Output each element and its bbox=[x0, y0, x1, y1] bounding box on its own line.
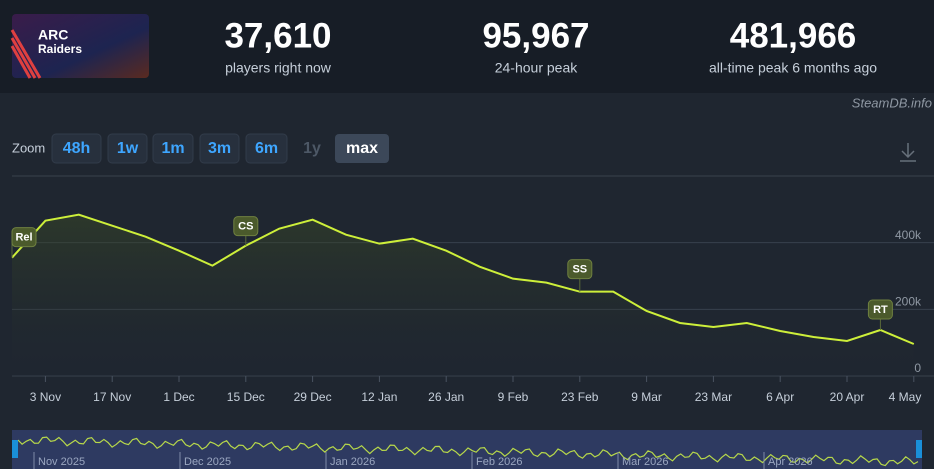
annotation-label[interactable]: RT bbox=[873, 304, 888, 316]
header-bg bbox=[0, 0, 934, 93]
annotation-label[interactable]: CS bbox=[238, 221, 253, 233]
zoom-option[interactable]: max bbox=[346, 140, 378, 157]
zoom-label: Zoom bbox=[12, 140, 45, 155]
navigator-line bbox=[17, 436, 919, 467]
x-tick-label: 3 Nov bbox=[30, 390, 61, 404]
x-tick-label: 23 Mar bbox=[695, 390, 732, 404]
logo-stripes bbox=[10, 29, 42, 79]
stat-label: all-time peak 6 months ago bbox=[709, 60, 877, 76]
annotation-flag[interactable] bbox=[11, 227, 37, 248]
x-tick-label: 12 Jan bbox=[361, 390, 397, 404]
zoom-option[interactable]: 6m bbox=[255, 140, 278, 157]
stat-value: 37,610 bbox=[224, 16, 331, 55]
x-tick-label: 26 Jan bbox=[428, 390, 464, 404]
navigator-handle[interactable] bbox=[916, 440, 922, 458]
y-tick-label: 400k bbox=[895, 228, 922, 242]
stat-label: 24-hour peak bbox=[495, 60, 579, 76]
y-tick-label: 0 bbox=[914, 361, 921, 375]
zoom-option[interactable]: 1y bbox=[303, 140, 321, 157]
navigator-label: Nov 2025 bbox=[38, 456, 85, 468]
area bbox=[12, 214, 914, 376]
x-tick-label: 17 Nov bbox=[93, 390, 131, 404]
game-logo bbox=[12, 14, 149, 78]
annotation-flag[interactable] bbox=[867, 299, 893, 320]
x-tick-label: 9 Mar bbox=[631, 390, 662, 404]
annotation-label[interactable]: Rel bbox=[15, 232, 32, 244]
navigator-label: Apr 2026 bbox=[768, 456, 813, 468]
download-icon[interactable] bbox=[900, 143, 916, 162]
y-tick-label: 200k bbox=[895, 295, 922, 309]
x-tick-label: 6 Apr bbox=[766, 390, 794, 404]
line bbox=[11, 213, 915, 345]
navigator-handle[interactable] bbox=[12, 440, 18, 458]
x-tick-label: 4 May bbox=[889, 390, 922, 404]
zoom-button[interactable] bbox=[335, 134, 389, 163]
zoom-button[interactable] bbox=[245, 133, 288, 164]
zoom-option[interactable]: 1m bbox=[161, 140, 184, 157]
zoom-button[interactable] bbox=[107, 133, 148, 164]
navigator-label: Jan 2026 bbox=[330, 456, 375, 468]
zoom-option[interactable]: 1w bbox=[117, 140, 139, 157]
zoom-option[interactable]: 48h bbox=[63, 140, 91, 157]
annotation-label[interactable]: SS bbox=[572, 264, 587, 276]
x-tick-label: 1 Dec bbox=[163, 390, 194, 404]
x-tick-label: 20 Apr bbox=[830, 390, 865, 404]
annotation-flag[interactable] bbox=[567, 259, 593, 280]
credit: SteamDB.info bbox=[852, 95, 932, 110]
logo-text: Raiders bbox=[38, 42, 82, 56]
logo-text: ARC bbox=[38, 27, 68, 43]
navigator-label: Mar 2026 bbox=[622, 456, 668, 468]
navigator-label: Dec 2025 bbox=[184, 456, 231, 468]
navigator-label: Feb 2026 bbox=[476, 456, 522, 468]
stat-label: players right now bbox=[225, 60, 332, 76]
x-tick-label: 9 Feb bbox=[498, 390, 529, 404]
zoom-button[interactable] bbox=[51, 133, 102, 164]
x-tick-label: 15 Dec bbox=[227, 390, 265, 404]
stat-value: 95,967 bbox=[482, 16, 589, 55]
annotation-flag[interactable] bbox=[233, 216, 259, 237]
x-tick-label: 29 Dec bbox=[294, 390, 332, 404]
zoom-option[interactable]: 3m bbox=[208, 140, 231, 157]
stat-value: 481,966 bbox=[730, 16, 857, 55]
zoom-button[interactable] bbox=[199, 133, 240, 164]
zoom-button[interactable] bbox=[152, 133, 194, 164]
x-tick-label: 23 Feb bbox=[561, 390, 599, 404]
